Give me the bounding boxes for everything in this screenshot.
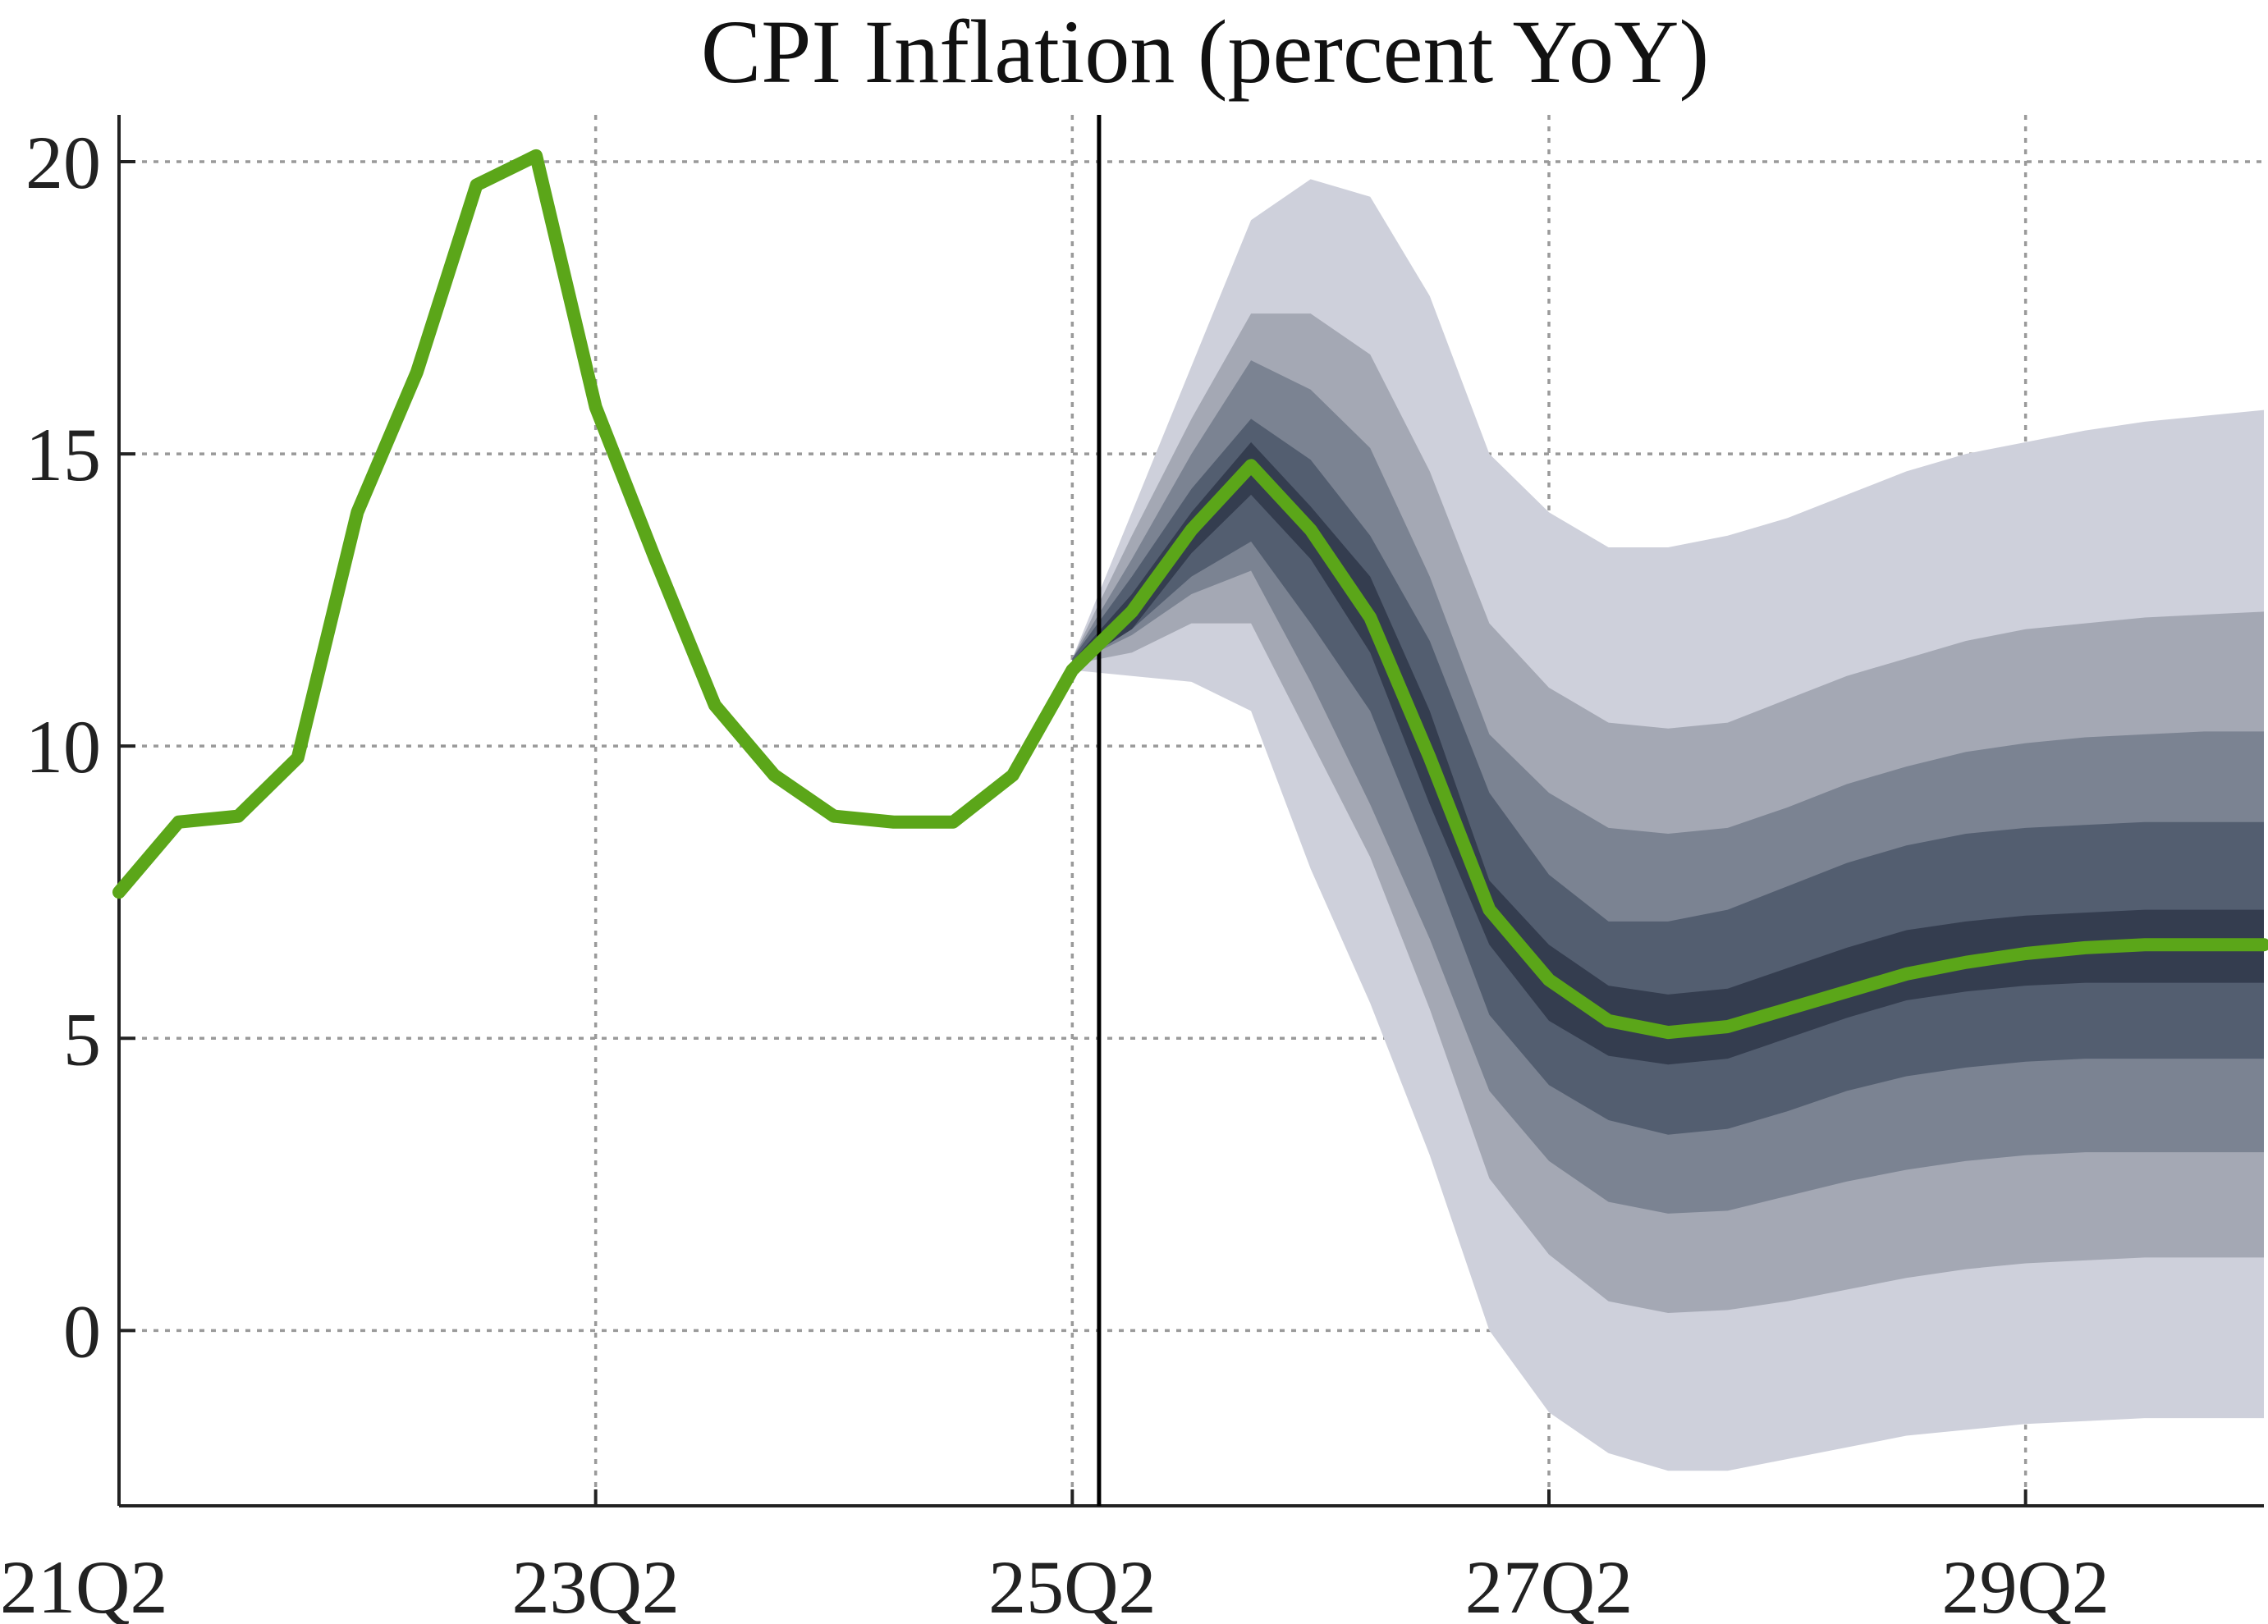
- series-line-1: [112, 149, 2268, 1040]
- series-layer: [112, 149, 2268, 1040]
- x-tick-label-23Q2: 23Q2: [511, 1545, 679, 1624]
- x-tick-label-29Q2: 29Q2: [1941, 1545, 2109, 1624]
- tick-labels: 0 5 10 15 20 21Q2 23Q2 25Q2 27Q2 29Q2: [0, 121, 2110, 1624]
- y-tick-label-20: 20: [25, 121, 101, 204]
- chart-title: CPI Inflation (percent YoY): [701, 2, 1709, 102]
- y-tick-label-5: 5: [63, 997, 101, 1081]
- x-tick-label-27Q2: 27Q2: [1465, 1545, 1633, 1624]
- axes: [117, 115, 2264, 1507]
- x-tick-label-25Q2: 25Q2: [988, 1545, 1156, 1624]
- x-tick-label-21Q2: 21Q2: [0, 1545, 167, 1624]
- fan-chart-bands: [1072, 179, 2264, 1471]
- fan-band-5: [1072, 441, 2264, 1065]
- y-tick-label-0: 0: [63, 1289, 101, 1373]
- y-tick-label-10: 10: [25, 705, 101, 789]
- y-tick-label-15: 15: [25, 413, 101, 496]
